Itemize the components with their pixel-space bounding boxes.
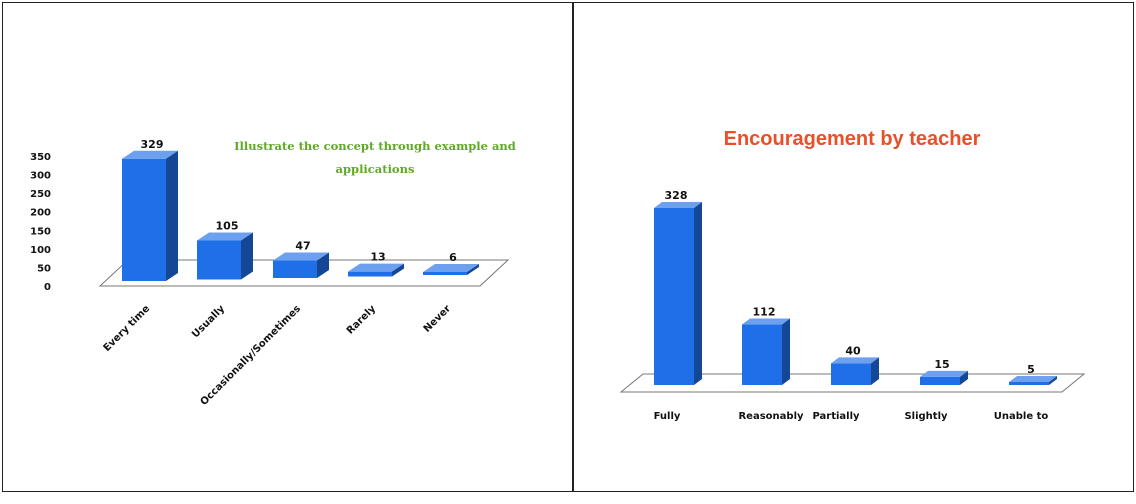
bar — [348, 263, 404, 277]
y-tick-label: 50 — [37, 263, 51, 274]
y-tick-label: 300 — [30, 171, 51, 182]
bar — [423, 264, 479, 275]
y-tick-label: 350 — [30, 152, 51, 163]
bar — [197, 232, 253, 280]
chart-floor — [619, 373, 1086, 393]
bar — [273, 252, 329, 278]
chart-right-title: Encouragement by teacher — [724, 128, 981, 150]
data-label: 13 — [370, 251, 385, 264]
data-label: 6 — [449, 251, 457, 264]
bar — [831, 357, 879, 385]
y-tick-label: 150 — [30, 226, 51, 237]
x-tick-label: Fully — [654, 411, 681, 422]
data-label: 328 — [665, 189, 688, 202]
chart-left-title-line2: applications — [336, 162, 415, 176]
data-label: 15 — [934, 358, 949, 371]
data-label: 329 — [141, 138, 164, 151]
x-tick-label: Never — [422, 303, 453, 334]
chart-left-svg: Illustrate the concept through example a… — [30, 138, 516, 408]
bar — [742, 318, 790, 385]
x-tick-label: Usually — [190, 303, 227, 340]
bar — [920, 370, 968, 385]
y-tick-label: 250 — [30, 189, 51, 200]
chart-right-svg: Encouragement by teacher 328 Fully 112 Reas… — [619, 128, 1086, 422]
data-label: 47 — [295, 240, 310, 253]
data-label: 40 — [845, 344, 861, 357]
chart-floor — [98, 259, 510, 287]
chart-panel-right: Encouragement by teacher 328 Fully 112 Reas… — [573, 2, 1134, 492]
x-tick-label: Unable to — [994, 411, 1049, 422]
y-tick-label: 0 — [44, 282, 51, 293]
x-tick-label: Every time — [102, 303, 153, 354]
y-tick-label: 100 — [30, 245, 51, 256]
x-tick-label: Partially — [812, 411, 860, 422]
chart-panel-left: Illustrate the concept through example a… — [2, 2, 573, 492]
x-tick-label: Reasonably — [738, 411, 804, 422]
data-label: 105 — [216, 220, 239, 233]
bar — [654, 202, 702, 385]
x-tick-label: Rarely — [345, 303, 379, 337]
data-label: 5 — [1027, 363, 1035, 376]
chart-left-title-line1: Illustrate the concept through example a… — [234, 139, 516, 153]
data-label: 112 — [753, 306, 776, 319]
y-tick-label: 200 — [30, 208, 51, 219]
x-tick-label: Slightly — [904, 411, 948, 422]
bar — [122, 150, 178, 281]
bar — [1009, 376, 1057, 385]
